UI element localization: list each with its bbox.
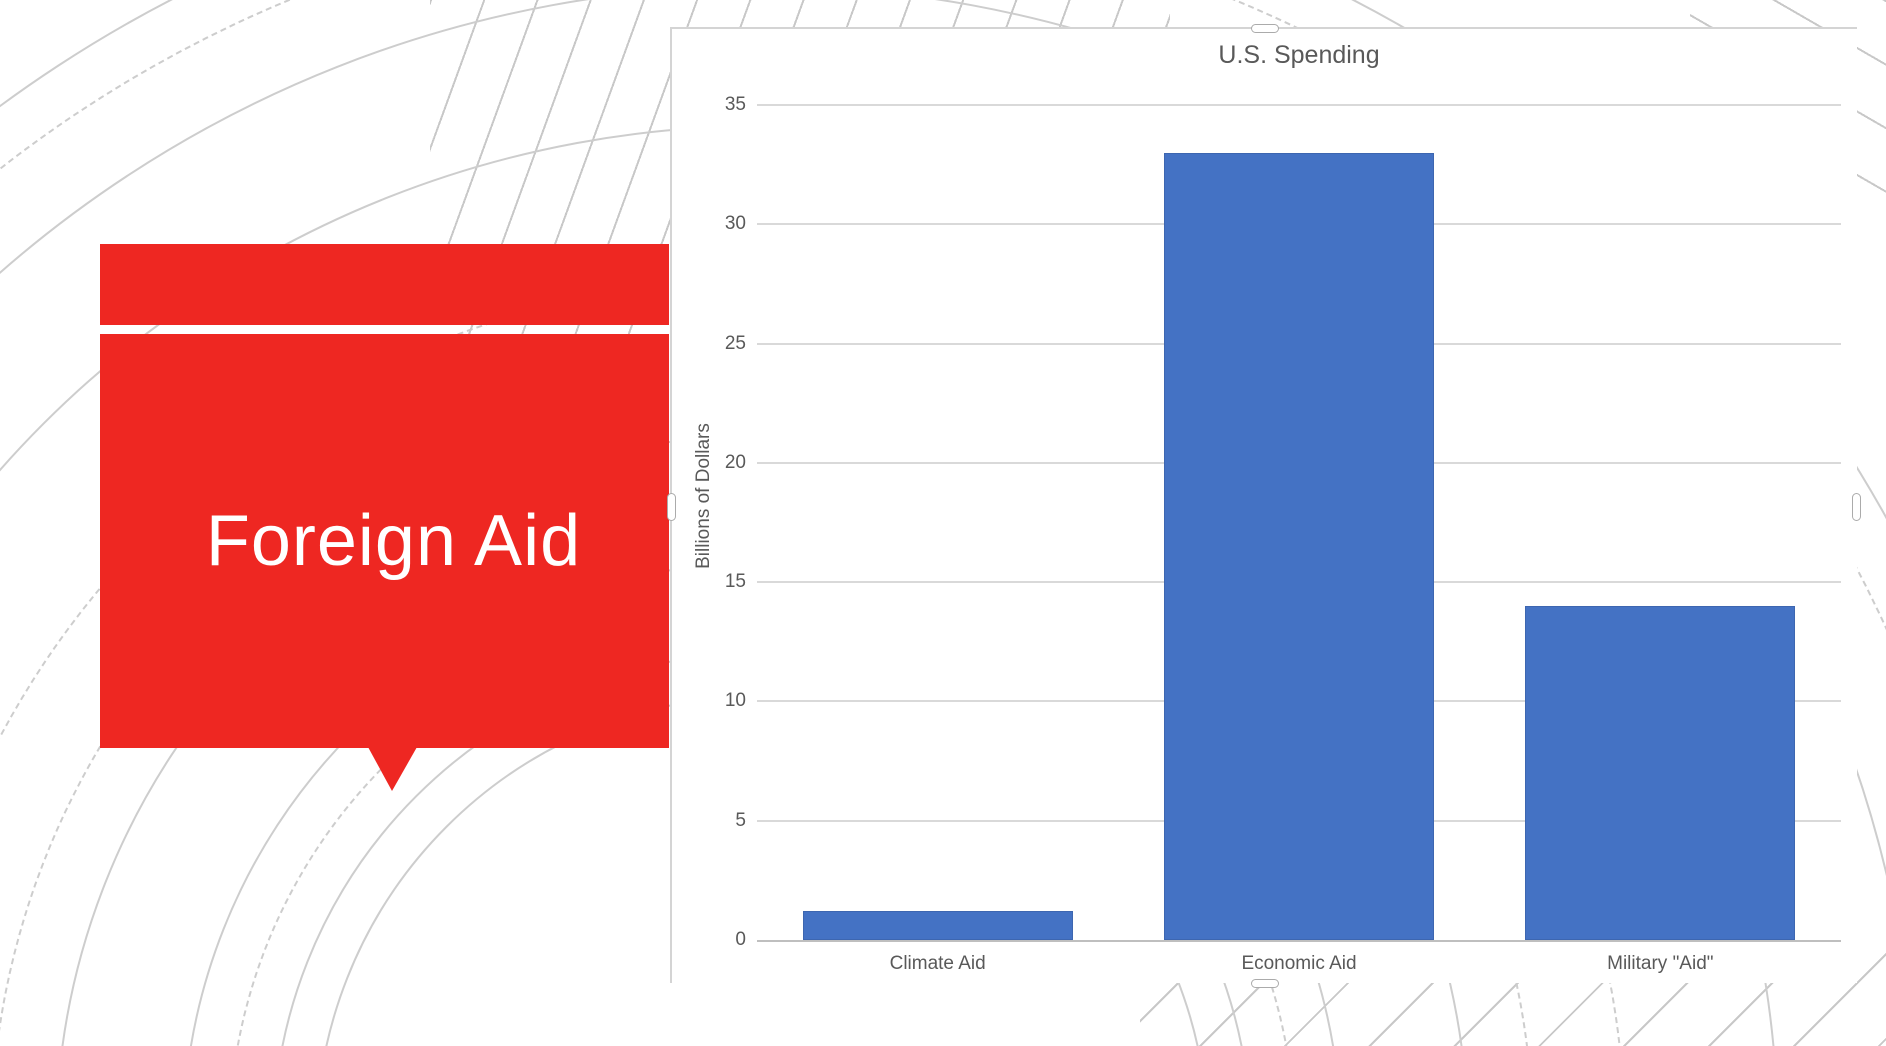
y-axis-title: Billions of Dollars [693, 423, 714, 569]
plot-area [757, 104, 1841, 942]
chart-object[interactable]: U.S. Spending Billions of Dollars 0 5 10 15… [667, 24, 1861, 988]
selection-handle-right[interactable] [1852, 493, 1861, 521]
gridline-35 [757, 104, 1841, 106]
selection-handle-bottom[interactable] [1251, 979, 1279, 988]
y-tick-label-0: 0 [735, 929, 746, 950]
y-tick-label-5: 5 [735, 809, 746, 831]
bar-climate-aid[interactable] [802, 911, 1073, 940]
x-category-label-military-aid: Military "Aid" [1607, 953, 1714, 974]
chart-title: U.S. Spending [1218, 41, 1380, 69]
y-tick-label-10: 10 [724, 690, 746, 712]
callout-shape[interactable]: Foreign Aid [100, 334, 669, 748]
selection-handle-left[interactable] [667, 493, 676, 521]
callout-top-strip[interactable] [100, 244, 669, 325]
y-tick-label-35: 35 [724, 94, 746, 115]
y-tick-label-20: 20 [724, 451, 746, 473]
x-category-label-climate-aid: Climate Aid [889, 953, 986, 974]
bar-military-aid[interactable] [1525, 606, 1796, 940]
callout-tail [368, 747, 417, 791]
bar-economic-aid[interactable] [1164, 152, 1434, 940]
y-tick-label-25: 25 [724, 332, 746, 354]
slide-title: Foreign Aid [205, 501, 582, 581]
x-category-label-economic-aid: Economic Aid [1241, 953, 1357, 974]
y-tick-label-15: 15 [724, 571, 746, 593]
y-tick-label-30: 30 [724, 213, 746, 235]
selection-handle-top[interactable] [1251, 24, 1279, 33]
